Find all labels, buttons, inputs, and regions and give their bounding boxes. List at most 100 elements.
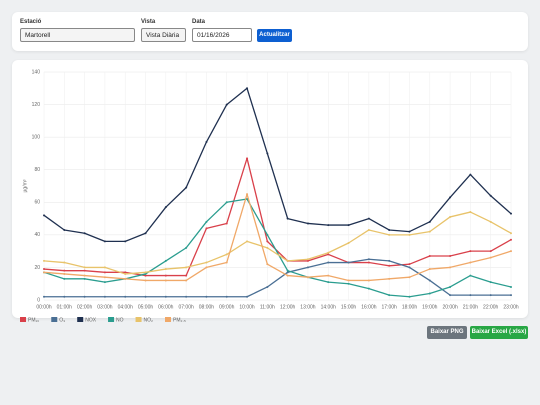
- station-select[interactable]: Martorell: [20, 28, 135, 42]
- data-point: [347, 282, 350, 285]
- x-tick-label: 06:00h: [158, 304, 174, 310]
- data-point: [266, 263, 269, 266]
- data-point: [327, 224, 330, 227]
- y-tick-label: 80: [34, 167, 40, 173]
- data-point: [367, 217, 370, 220]
- data-point: [489, 250, 492, 253]
- data-point: [510, 285, 512, 288]
- data-point: [469, 173, 472, 176]
- data-point: [469, 250, 472, 253]
- x-tick-label: 20:00h: [442, 304, 458, 310]
- data-point: [388, 233, 391, 236]
- data-point: [225, 222, 228, 225]
- update-button[interactable]: Actualitzar: [257, 29, 292, 42]
- data-point: [489, 281, 492, 284]
- data-point: [388, 228, 391, 231]
- y-tick-label: 40: [34, 232, 40, 238]
- data-point: [164, 206, 167, 209]
- data-point: [266, 285, 269, 288]
- data-point: [43, 295, 45, 298]
- data-point: [408, 233, 411, 236]
- legend-swatch: [108, 317, 115, 322]
- data-point: [185, 246, 188, 249]
- data-point: [428, 292, 431, 295]
- data-point: [347, 242, 350, 244]
- x-tick-label: 16:00h: [361, 304, 377, 310]
- excel-button[interactable]: Baixar Excel (.xlsx): [470, 326, 528, 339]
- data-point: [286, 217, 289, 220]
- x-tick-label: 12:00h: [280, 304, 296, 310]
- x-tick-label: 11:00h: [260, 304, 275, 310]
- data-point: [43, 268, 45, 271]
- png-button[interactable]: Baixar PNG: [427, 326, 467, 339]
- data-point: [266, 152, 269, 155]
- data-point: [469, 294, 472, 297]
- data-point: [266, 246, 269, 249]
- data-point: [144, 271, 147, 274]
- data-point: [510, 232, 512, 235]
- data-point: [408, 263, 411, 266]
- data-point: [225, 253, 228, 256]
- y-tick-label: 60: [34, 200, 40, 206]
- data-point: [144, 272, 147, 275]
- data-point: [408, 266, 411, 269]
- x-tick-label: 13:00h: [300, 304, 316, 310]
- data-point: [286, 274, 289, 277]
- data-point: [246, 295, 249, 298]
- data-point: [103, 281, 106, 284]
- data-point: [83, 232, 86, 235]
- data-point: [428, 230, 431, 233]
- data-point: [449, 255, 452, 258]
- x-tick-label: 14:00h: [321, 304, 337, 310]
- date-input[interactable]: 01/16/2026: [192, 28, 252, 42]
- data-point: [428, 255, 431, 258]
- data-point: [205, 220, 208, 223]
- x-tick-label: 15:00h: [341, 304, 357, 310]
- data-point: [489, 294, 492, 297]
- x-tick-label: 17:00h: [382, 304, 398, 310]
- x-tick-label: 19:00h: [422, 304, 438, 310]
- data-point: [164, 295, 167, 298]
- data-point: [124, 271, 127, 274]
- data-point: [144, 274, 147, 277]
- data-point: [225, 261, 228, 264]
- legend-label: O₃: [59, 317, 65, 323]
- data-point: [510, 212, 512, 215]
- x-tick-label: 08:00h: [199, 304, 215, 310]
- chart-card: [12, 60, 528, 318]
- x-tick-label: 21:00h: [463, 304, 479, 310]
- data-point: [510, 250, 512, 253]
- data-point: [327, 251, 330, 254]
- station-label: Estació: [20, 19, 42, 25]
- data-point: [327, 281, 330, 284]
- y-tick-label: 20: [34, 265, 40, 271]
- data-point: [347, 279, 350, 282]
- data-point: [185, 295, 188, 298]
- data-point: [246, 198, 249, 201]
- data-point: [327, 274, 330, 277]
- x-tick-label: 18:00h: [402, 304, 418, 310]
- legend-label: PM₁₀: [28, 317, 39, 323]
- data-point: [225, 103, 228, 106]
- x-tick-label: 02:00h: [77, 304, 93, 310]
- data-point: [367, 279, 370, 282]
- data-point: [266, 233, 269, 236]
- data-point: [469, 211, 472, 214]
- x-tick-label: 09:00h: [219, 304, 235, 310]
- legend-swatch: [135, 317, 142, 322]
- data-point: [83, 269, 86, 272]
- view-label: Vista: [141, 19, 156, 25]
- data-point: [205, 266, 208, 269]
- y-tick-label: 120: [32, 102, 41, 108]
- data-point: [164, 274, 167, 277]
- data-point: [449, 196, 452, 199]
- x-tick-label: 22:00h: [483, 304, 499, 310]
- x-tick-label: 07:00h: [178, 304, 194, 310]
- data-point: [449, 266, 452, 269]
- data-point: [306, 276, 309, 279]
- view-select[interactable]: Vista Diària: [141, 28, 186, 42]
- data-point: [103, 295, 106, 298]
- x-tick-label: 10:00h: [239, 304, 255, 310]
- legend-swatch: [51, 317, 58, 322]
